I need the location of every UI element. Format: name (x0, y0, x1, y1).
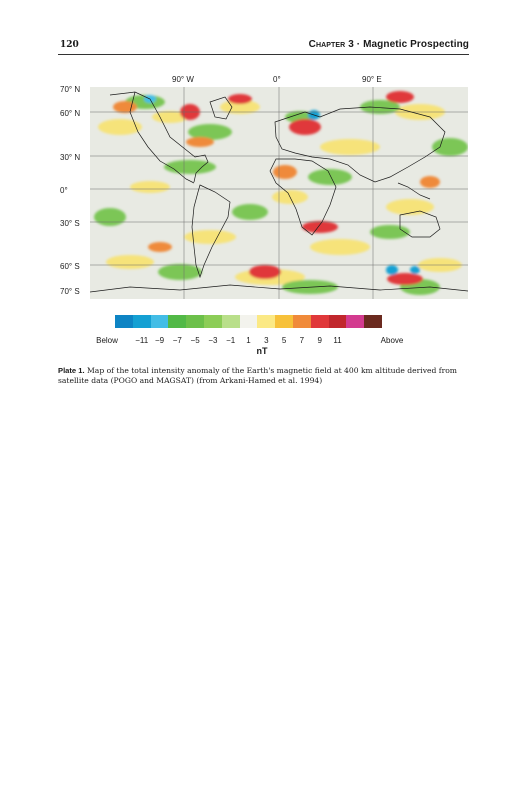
colorbar-tick-label: 3 (264, 336, 269, 345)
colorbar-tick-label: −5 (190, 336, 200, 345)
chapter-label: Chapter 3 (308, 39, 354, 50)
colorbar-tick-label: −1 (226, 336, 236, 345)
lat-label-70s: 70° S (60, 287, 80, 296)
colorbar-tick-label: Below (96, 336, 118, 345)
lon-label-90w: 90° W (172, 75, 194, 84)
chapter-title: Magnetic Prospecting (363, 39, 469, 50)
antarctica-coast (90, 284, 468, 293)
plate-caption: Plate 1. Map of the total intensity anom… (58, 366, 470, 386)
colorbar-swatch (257, 315, 276, 328)
magnetic-anomaly-map (90, 87, 468, 299)
colorbar-tick-label: 9 (317, 336, 322, 345)
lat-label-60s: 60° S (60, 262, 80, 271)
lon-label-90e: 90° E (362, 75, 382, 84)
lat-label-0: 0° (60, 186, 68, 195)
anomaly-map-graphic (90, 87, 468, 299)
lat-label-30s: 30° S (60, 219, 80, 228)
colorbar-swatch (186, 315, 204, 328)
southeast-asia-islands (397, 182, 431, 200)
colorbar-tick-label: 5 (281, 336, 287, 345)
north-america-west-coast (129, 91, 195, 184)
lat-label-60n: 60° N (60, 109, 81, 118)
eurasia-coast (274, 106, 446, 183)
greenland-coast (209, 96, 233, 120)
colorbar-swatch (115, 315, 133, 328)
colorbar-tick-label: Above (380, 336, 404, 345)
colorbar-tick-label: 7 (299, 336, 305, 345)
colorbar-swatch (275, 315, 293, 328)
anomaly-field (94, 91, 468, 295)
colorbar-swatch (346, 315, 365, 328)
africa-coast (269, 158, 337, 236)
running-head: Chapter 3 · Magnetic Prospecting (309, 39, 469, 50)
lon-label-0: 0° (273, 75, 281, 84)
colorbar-swatch (150, 315, 169, 328)
colorbar-swatch (221, 315, 240, 328)
colorbar-swatch (168, 315, 187, 328)
colorbar-swatch (364, 315, 382, 328)
lat-label-70n: 70° N (60, 85, 81, 94)
colorbar-swatch (328, 315, 347, 328)
colorbar-tick-label: −7 (172, 336, 182, 345)
header-rule (58, 54, 469, 55)
colorbar-tick-label: 1 (246, 336, 251, 345)
caption-text: Map of the total intensity anomaly of th… (58, 366, 457, 385)
colorbar-tick-label: 11 (333, 336, 342, 345)
australia-coast (399, 210, 441, 238)
coastlines (90, 91, 468, 293)
colorbar-swatch (292, 315, 311, 328)
map-graticule (90, 87, 468, 299)
head-separator: · (356, 39, 361, 50)
colorbar-swatch (203, 315, 222, 328)
colorbar-tick-label: −11 (135, 336, 149, 345)
lat-label-30n: 30° N (60, 153, 81, 162)
colorbar-tick-label: −9 (154, 336, 165, 345)
caption-label: Plate 1. (58, 366, 85, 375)
colorbar-unit: nT (256, 346, 268, 356)
page-number: 120 (60, 40, 79, 50)
colorbar (115, 315, 382, 328)
colorbar-tick-label: −3 (208, 336, 218, 345)
north-america-coast (109, 91, 209, 183)
colorbar-swatch (132, 315, 151, 328)
south-america-coast (191, 184, 231, 279)
colorbar-swatch (310, 315, 329, 328)
colorbar-swatch (239, 315, 258, 328)
